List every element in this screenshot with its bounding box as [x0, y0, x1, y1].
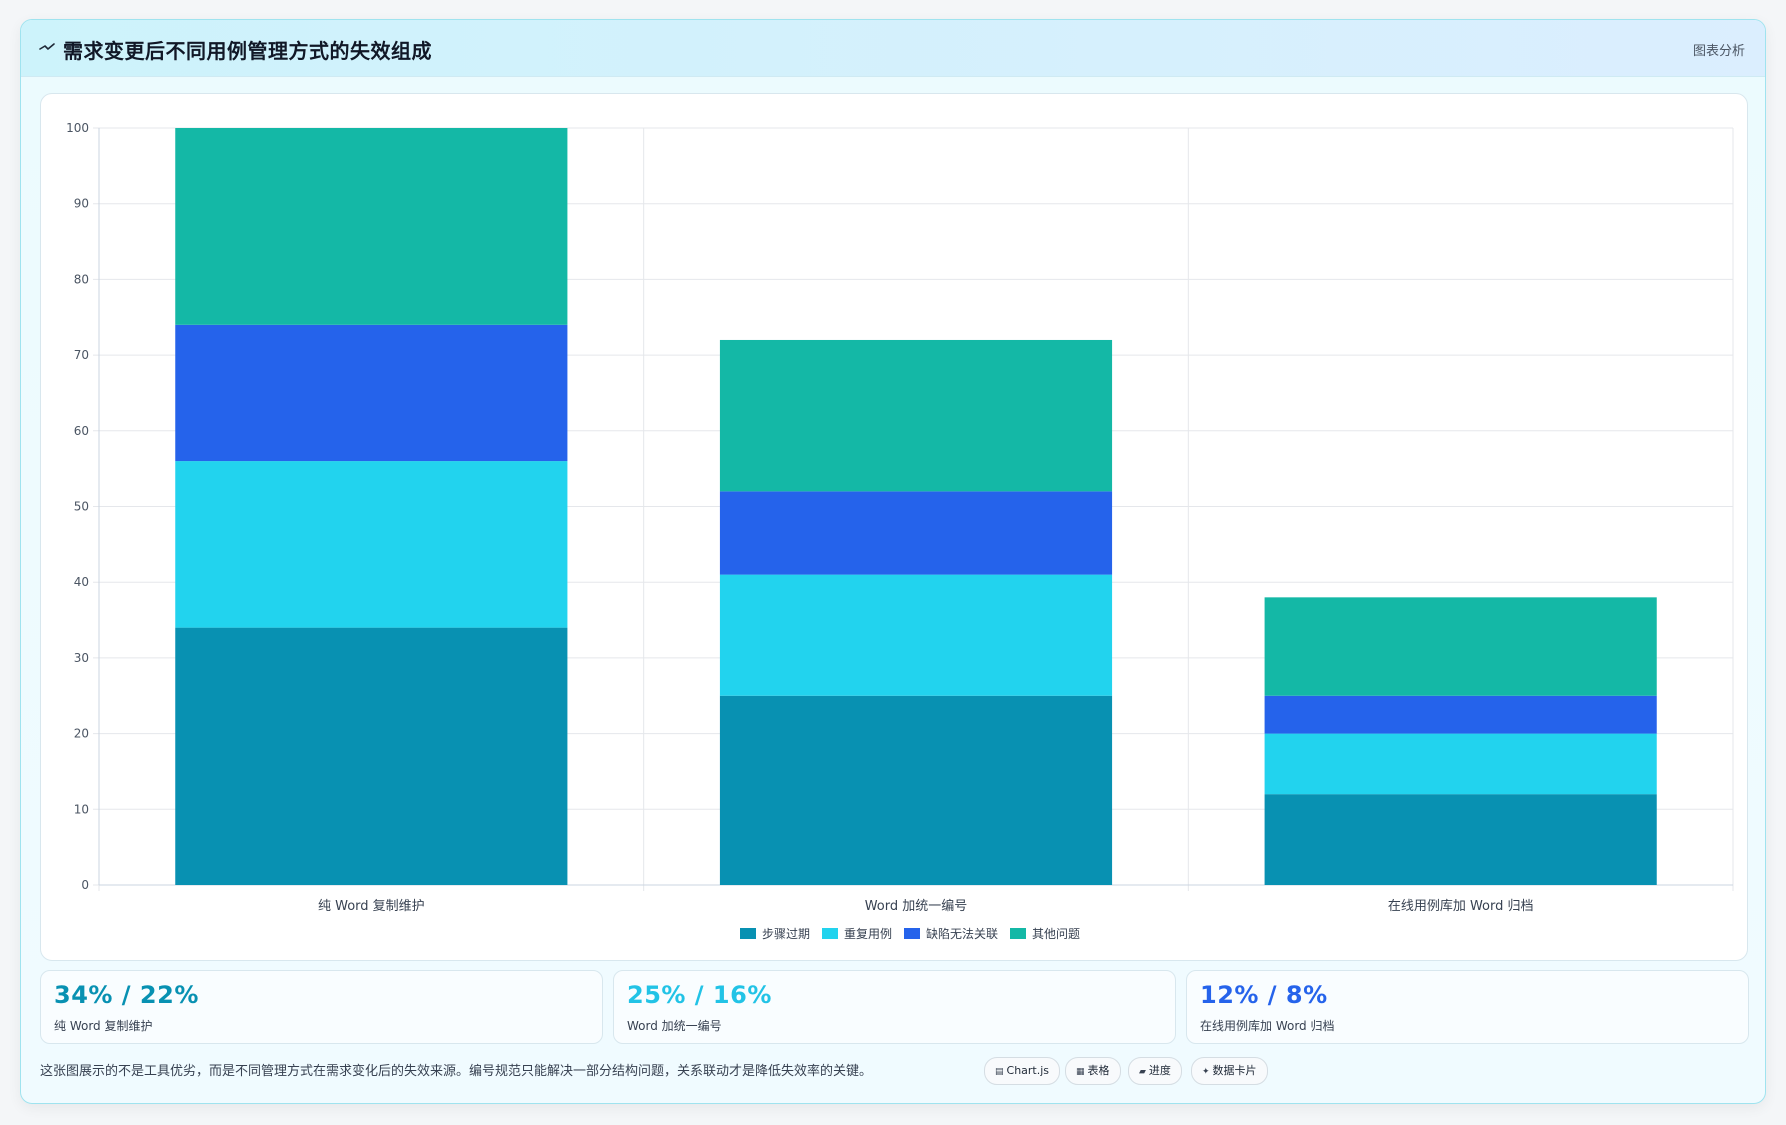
- stat-card-word-numbering: 25% / 16% Word 加统一编号: [613, 970, 1176, 1044]
- legend-swatch: [1010, 928, 1026, 939]
- stacked-bar-chart: 0 10 20 30 40 50 60 70 80 90 100 纯 Word 复制维护 Word 加统…: [66, 121, 1734, 941]
- stat-label: 纯 Word 复制维护: [54, 1019, 153, 1033]
- chart-title: 需求变更后不同用例管理方式的失效组成: [63, 39, 432, 63]
- progress-icon: ▰: [1139, 1067, 1146, 1077]
- y-tick-label: 80: [74, 272, 89, 286]
- table-icon: ▦: [1076, 1067, 1085, 1077]
- chart-panel: 0 10 20 30 40 50 60 70 80 90 100 纯 Word 复制维护 Word 加统…: [40, 93, 1748, 961]
- bar-segment: [1264, 733, 1657, 795]
- legend-label: 缺陷无法关联: [926, 926, 998, 941]
- stat-value: 12% / 8%: [1200, 981, 1328, 1009]
- tag-label: 进度: [1148, 1064, 1171, 1077]
- legend-swatch: [822, 928, 838, 939]
- tag-label: 表格: [1087, 1064, 1110, 1077]
- y-tick-label: 0: [81, 878, 89, 892]
- bar-segment: [719, 491, 1113, 575]
- legend-swatch: [904, 928, 920, 939]
- stat-value: 34% / 22%: [54, 981, 199, 1009]
- bar-segment: [719, 574, 1113, 696]
- stat-card-word-copy: 34% / 22% 纯 Word 复制维护: [40, 970, 603, 1044]
- y-tick-label: 30: [74, 651, 89, 665]
- tag-label: Chart.js: [1006, 1064, 1050, 1077]
- bar-segment: [719, 695, 1113, 885]
- y-tick-label: 50: [74, 500, 89, 514]
- y-tick-label: 20: [74, 727, 89, 741]
- bar-segment: [175, 128, 568, 325]
- bar-segment: [175, 461, 568, 628]
- bar-segment: [1264, 695, 1657, 734]
- stat-label: 在线用例库加 Word 归档: [1200, 1019, 1335, 1033]
- tag-chartjs[interactable]: ▤ Chart.js: [984, 1057, 1061, 1085]
- trend-line-icon: [39, 36, 57, 58]
- x-tick-label: 在线用例库加 Word 归档: [1388, 898, 1534, 914]
- y-tick-label: 70: [74, 348, 89, 362]
- tag-data-card[interactable]: ✦ 数据卡片: [1191, 1057, 1268, 1085]
- y-tick-label: 40: [74, 575, 89, 589]
- chart-icon: ▤: [995, 1067, 1004, 1077]
- y-tick-label: 60: [74, 424, 89, 438]
- x-tick-label: Word 加统一编号: [865, 899, 968, 914]
- legend-label: 步骤过期: [762, 927, 810, 941]
- bar-segment: [719, 339, 1113, 492]
- x-tick-label: 纯 Word 复制维护: [318, 899, 425, 914]
- card-header: 需求变更后不同用例管理方式的失效组成 图表分析: [21, 20, 1765, 77]
- chart-analysis-link[interactable]: 图表分析: [1692, 44, 1745, 59]
- bar-segment: [175, 324, 568, 462]
- footer-note: 这张图展示的不是工具优劣，而是不同管理方式在需求变化后的失效来源。编号规范只能解…: [40, 1064, 873, 1079]
- stat-card-online-library: 12% / 8% 在线用例库加 Word 归档: [1186, 970, 1749, 1044]
- stat-label: Word 加统一编号: [627, 1019, 722, 1033]
- tag-table[interactable]: ▦ 表格: [1065, 1057, 1121, 1085]
- bar-segment: [1264, 794, 1657, 885]
- legend-label: 其他问题: [1032, 927, 1080, 941]
- y-tick-label: 100: [66, 121, 89, 135]
- chart-card: 需求变更后不同用例管理方式的失效组成 图表分析 0 10 20 30 40 50 60 70 8…: [20, 19, 1766, 1104]
- tag-progress[interactable]: ▰ 进度: [1128, 1057, 1182, 1085]
- y-tick-label: 90: [74, 197, 89, 211]
- bar-segment: [1264, 597, 1657, 696]
- tag-label: 数据卡片: [1212, 1064, 1257, 1077]
- y-tick-label: 10: [74, 802, 89, 816]
- legend-label: 重复用例: [844, 927, 892, 941]
- legend-swatch: [740, 928, 756, 939]
- stat-value: 25% / 16%: [627, 981, 772, 1009]
- bar-segment: [175, 627, 568, 885]
- stat-cards-row: 34% / 22% 纯 Word 复制维护 25% / 16% Word 加统一…: [40, 970, 1749, 1044]
- sparkle-icon: ✦: [1202, 1067, 1210, 1077]
